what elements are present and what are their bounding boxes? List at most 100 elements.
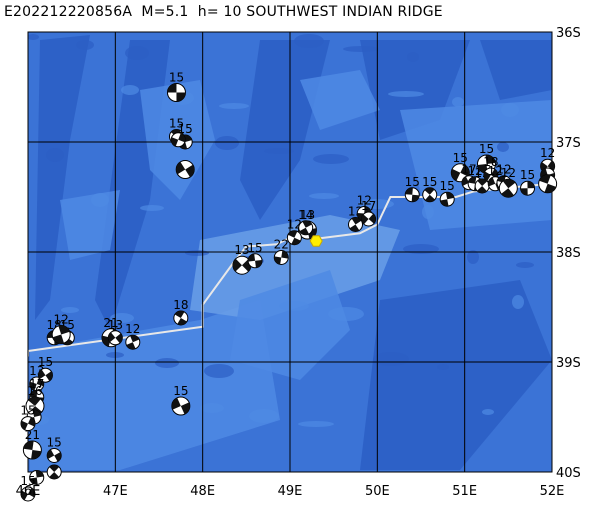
beachball-quadrant — [539, 174, 551, 184]
bathymetry-patch — [360, 280, 552, 470]
depth-label: 15 — [422, 175, 437, 189]
bathymetry-spot — [125, 46, 149, 60]
bathymetry-spot — [200, 403, 224, 413]
mechanism-event: 15 — [20, 474, 36, 502]
beachball-quadrant — [361, 214, 369, 225]
mechanism-event: 15 — [166, 71, 186, 102]
bathymetry-spot — [343, 46, 379, 52]
depth-label: 12 — [125, 322, 140, 336]
mechanism-event — [175, 160, 195, 179]
bathymetry-spot — [46, 148, 64, 162]
beachball-quadrant — [115, 333, 123, 344]
bathymetry-spot — [219, 103, 249, 109]
depth-label: 18 — [173, 298, 188, 312]
beachball-quadrant — [351, 217, 362, 225]
latitude-label: 39S — [556, 356, 581, 371]
beachball-quadrant — [445, 192, 455, 200]
bathymetry-patch — [190, 215, 400, 320]
mechanism-event — [538, 174, 558, 194]
beachball-quadrant — [185, 164, 195, 178]
beachball-quadrant — [232, 258, 242, 272]
depth-label: 15 — [520, 168, 535, 182]
bathymetry-spot — [61, 307, 79, 313]
beachball-quadrant — [178, 133, 186, 143]
depth-label: 12 — [496, 163, 511, 177]
longitude-label: 46E — [16, 484, 41, 499]
depth-label: 15 — [20, 474, 35, 488]
beachball-quadrant — [477, 179, 488, 186]
epicenter-marker — [309, 235, 323, 247]
mechanism-event: 22 — [274, 238, 289, 265]
beachball-quadrant — [176, 92, 186, 102]
beachball-quadrant — [288, 230, 298, 238]
beachball-quadrant — [47, 449, 55, 459]
bathymetry-spot — [407, 52, 419, 62]
map-title: E202212220856A M=5.1 h= 10 SOUTHWEST IND… — [4, 4, 443, 20]
bathymetry-spot — [422, 205, 434, 219]
beachball-quadrant — [49, 465, 60, 472]
beachball-quadrant — [299, 227, 310, 235]
beachball-quadrant — [52, 334, 64, 344]
beachball-quadrant — [468, 176, 477, 184]
mechanism-event: 15 — [422, 175, 437, 203]
depth-label: 15 — [178, 122, 193, 136]
bathymetry-spot — [28, 34, 39, 40]
latitude-label: 38S — [556, 246, 581, 261]
beachball-quadrant — [45, 371, 53, 382]
mechanism-event: 15 — [247, 241, 263, 269]
depth-label: 13 — [300, 208, 315, 222]
depth-label: 14 — [298, 208, 313, 222]
beachball-quadrant — [29, 390, 38, 398]
mechanism-event: 15 — [405, 175, 420, 203]
bathymetry-spot — [313, 154, 349, 164]
beachball-quadrant — [171, 137, 179, 147]
longitude-labels: 46E 47E 48E 49E 50E 51E 52E — [16, 484, 565, 499]
bathymetry-patch — [60, 190, 120, 260]
mechanism-event: 13 — [108, 318, 123, 346]
mechanism-event: 12 — [51, 313, 71, 344]
beachball-quadrant — [424, 187, 435, 195]
beachball-quadrant — [108, 332, 116, 343]
grid-lines — [28, 32, 552, 472]
depth-label: 15 — [20, 404, 35, 418]
beachball-quadrant — [38, 369, 46, 380]
beachball-quadrant — [488, 177, 496, 187]
mechanism-event: 15 — [47, 436, 62, 463]
bathymetry-spot — [140, 205, 164, 211]
beachball-quadrant — [54, 452, 62, 462]
mechanism-event: 12 — [498, 166, 518, 198]
depth-label: 15 — [169, 117, 184, 131]
beachball-quadrant — [460, 164, 470, 177]
bathymetry-spot — [328, 307, 364, 321]
depth-label: 15 — [173, 384, 188, 398]
beachball-quadrant — [28, 417, 35, 427]
depth-label: 21 — [25, 428, 40, 442]
depth-label: 12 — [488, 164, 503, 178]
bathymetry-spot — [155, 358, 179, 368]
beachball-quadrant — [302, 220, 312, 228]
mechanism-event: 15 — [20, 404, 36, 432]
depth-label: 15 — [479, 142, 494, 156]
beachball-quadrant — [440, 199, 449, 207]
beachball-quadrant — [21, 420, 28, 430]
beachball-quadrant — [291, 237, 301, 245]
bathymetry-spot — [91, 193, 109, 207]
epicenter-hexagon — [309, 235, 323, 247]
beachball-quadrant — [547, 160, 555, 171]
depth-label: 12 — [501, 166, 516, 180]
beachball-quadrant — [23, 441, 34, 450]
beachball-quadrant — [520, 188, 528, 196]
depth-label: 13 — [234, 243, 249, 257]
bathymetry-spot — [467, 250, 479, 264]
bathymetry-spot — [452, 97, 464, 107]
beachball-quadrant — [485, 155, 496, 164]
beachball-quadrant — [477, 186, 487, 193]
mechanism-event: 18 — [173, 298, 188, 326]
bathymetry-spot — [437, 364, 449, 370]
beachball-quadrant — [177, 318, 187, 325]
mechanism-event: 21 — [22, 428, 42, 460]
mechanism-event: 12 — [125, 322, 140, 350]
bathymetry-spot — [512, 295, 524, 309]
bathymetry-spot — [76, 40, 94, 50]
